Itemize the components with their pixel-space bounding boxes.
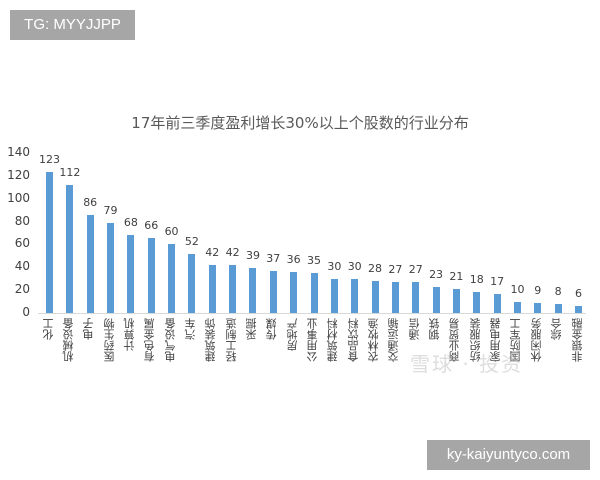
data-label: 86	[83, 195, 98, 209]
y-tick-label: 0	[22, 305, 30, 319]
data-label: 9	[534, 283, 542, 297]
bar	[147, 237, 155, 313]
bar	[351, 278, 359, 313]
watermark-center: 雪球 · 投资	[410, 352, 524, 376]
x-tick-label: 医药生物	[102, 318, 116, 362]
bar	[249, 268, 257, 313]
bar	[575, 306, 582, 313]
data-label: 8	[554, 284, 562, 298]
x-tick-label: 非银金融	[570, 318, 584, 362]
y-tick-label: 120	[7, 167, 30, 182]
data-label: 35	[307, 254, 321, 267]
data-label: 30	[347, 259, 362, 273]
x-tick-label: 汽车	[183, 318, 197, 340]
chart-title: 17年前三季度盈利增长30%以上个股数的行业分布	[131, 114, 469, 132]
data-label: 36	[286, 252, 301, 266]
x-tick-label: 电子	[82, 318, 96, 340]
data-label: 27	[408, 263, 423, 277]
bar	[473, 292, 481, 313]
data-label: 42	[225, 246, 240, 259]
data-label: 79	[103, 203, 118, 217]
data-label: 6	[575, 287, 582, 301]
x-tick-label: 综合	[550, 318, 564, 340]
data-label: 18	[469, 273, 484, 287]
bar	[66, 185, 74, 313]
data-label: 21	[449, 270, 464, 283]
bar	[554, 303, 562, 313]
y-tick-label: 20	[14, 282, 30, 297]
data-label: 112	[59, 166, 81, 179]
x-tick-label: 公用事业	[306, 318, 319, 362]
x-tick-label: 交通运输	[387, 318, 401, 362]
data-label: 28	[368, 262, 383, 275]
bar	[432, 286, 440, 313]
bar	[452, 289, 460, 313]
x-tick-label: 建筑材料	[326, 318, 340, 362]
y-tick-label: 60	[14, 236, 30, 251]
x-tick-label: 机械设备	[61, 318, 75, 362]
bar	[290, 271, 298, 313]
bar	[391, 282, 399, 313]
bar	[229, 265, 237, 313]
bar	[107, 222, 115, 313]
bar	[371, 281, 379, 313]
x-tick-label: 化工	[41, 318, 55, 340]
bar	[188, 253, 196, 313]
bar	[127, 235, 135, 313]
x-tick-label: 农林牧渔	[367, 318, 381, 362]
bar	[310, 273, 318, 313]
data-label: 37	[266, 251, 281, 265]
data-label: 123	[39, 153, 60, 167]
bar	[208, 265, 216, 313]
data-label: 17	[490, 274, 505, 288]
bar	[412, 282, 420, 313]
data-label: 52	[184, 234, 199, 248]
bar	[269, 270, 277, 313]
x-tick-label: 食品饮料	[346, 318, 360, 362]
y-tick-label: 140	[7, 145, 30, 159]
bar	[86, 214, 94, 313]
x-tick-label: 电气设备	[163, 318, 177, 362]
data-label: 30	[327, 259, 342, 273]
bar	[493, 293, 501, 313]
x-tick-label: 钢铁	[428, 318, 442, 340]
x-tick-label: 计算机	[122, 318, 136, 351]
watermark-top: TG: MYYJJPP	[10, 10, 135, 40]
bar	[330, 278, 338, 313]
x-tick-label: 轻工制造	[224, 318, 238, 362]
x-tick-label: 房地产	[285, 318, 299, 351]
bar	[46, 172, 53, 313]
data-label: 23	[429, 267, 444, 281]
data-label: 39	[245, 249, 260, 263]
bar	[534, 302, 542, 313]
x-tick-label: 通信	[407, 318, 421, 340]
data-label: 27	[388, 263, 403, 277]
bar	[168, 244, 176, 313]
x-tick-label: 传媒	[265, 318, 279, 340]
data-label: 66	[144, 218, 159, 232]
x-tick-label: 休闲服务	[529, 318, 543, 362]
y-tick-label: 100	[7, 190, 30, 205]
x-axis-line	[38, 313, 586, 314]
bar	[513, 301, 521, 313]
watermark-bottom: ky-kaiyuntyco.com	[427, 440, 590, 470]
data-label: 60	[164, 225, 179, 239]
x-tick-label: 有色金属	[143, 318, 157, 362]
y-tick-label: 40	[14, 259, 30, 274]
data-label: 68	[123, 216, 138, 230]
x-tick-label: 建筑装饰	[204, 318, 218, 362]
y-tick-label: 80	[14, 213, 30, 228]
data-label: 10	[510, 282, 525, 296]
data-label: 42	[205, 246, 220, 259]
x-tick-label: 采掘	[244, 318, 258, 340]
